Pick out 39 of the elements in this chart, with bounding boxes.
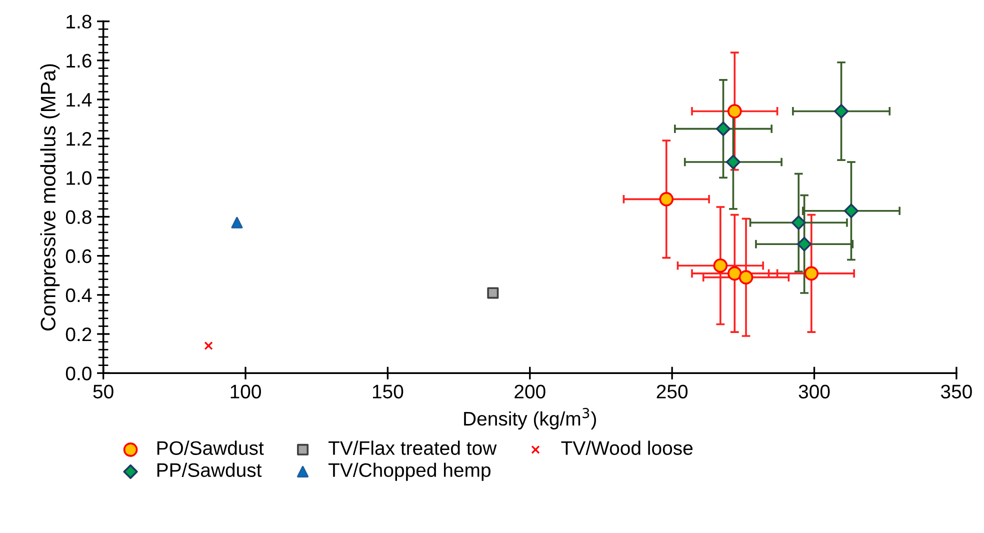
x-tick-label: 150 [372, 384, 404, 398]
x-tick-label: 50 [93, 384, 114, 398]
y-axis-title: Compressive modulus (MPa) [40, 64, 60, 330]
x-axis-title: Density (kg/m$^{3}$) [464, 408, 596, 430]
point [791, 215, 806, 230]
point [844, 204, 859, 218]
x-tick-label: 250 [656, 384, 688, 398]
point [204, 341, 213, 350]
legend-label: PO/Sawdust [157, 440, 264, 455]
legend-label: TV/Flax treated tow [328, 440, 497, 455]
point [716, 122, 731, 136]
y-tick-label: 1.6 [66, 54, 92, 68]
x-tick-label: 350 [940, 384, 972, 398]
y-tick-label: 1.2 [66, 132, 92, 146]
point [727, 266, 742, 281]
y-tick-label: 1.4 [66, 93, 92, 107]
legend-label: TV/Chopped hemp [328, 462, 490, 481]
point [231, 216, 243, 228]
y-tick-label: 0.8 [66, 210, 92, 224]
point [834, 104, 849, 119]
point [804, 266, 819, 281]
point [738, 270, 754, 284]
point [713, 258, 728, 273]
y-tick-label: 0.0 [66, 366, 92, 380]
x-tick-label: 200 [514, 384, 546, 398]
legend-label: TV/Wood loose [561, 440, 693, 455]
point [797, 236, 812, 252]
x-tick-label: 300 [798, 384, 830, 398]
point [727, 104, 742, 118]
y-tick-label: 0.6 [66, 249, 92, 264]
y-tick-label: 1.0 [66, 171, 92, 185]
y-tick-label: 1.8 [66, 14, 92, 29]
point [659, 192, 674, 206]
y-tick-label: 0.2 [66, 327, 92, 342]
point [726, 154, 740, 170]
point [487, 287, 499, 299]
x-tick-label: 100 [230, 384, 261, 398]
legend-label: PP/Sawdust [157, 462, 262, 477]
y-tick-label: 0.4 [66, 288, 92, 302]
